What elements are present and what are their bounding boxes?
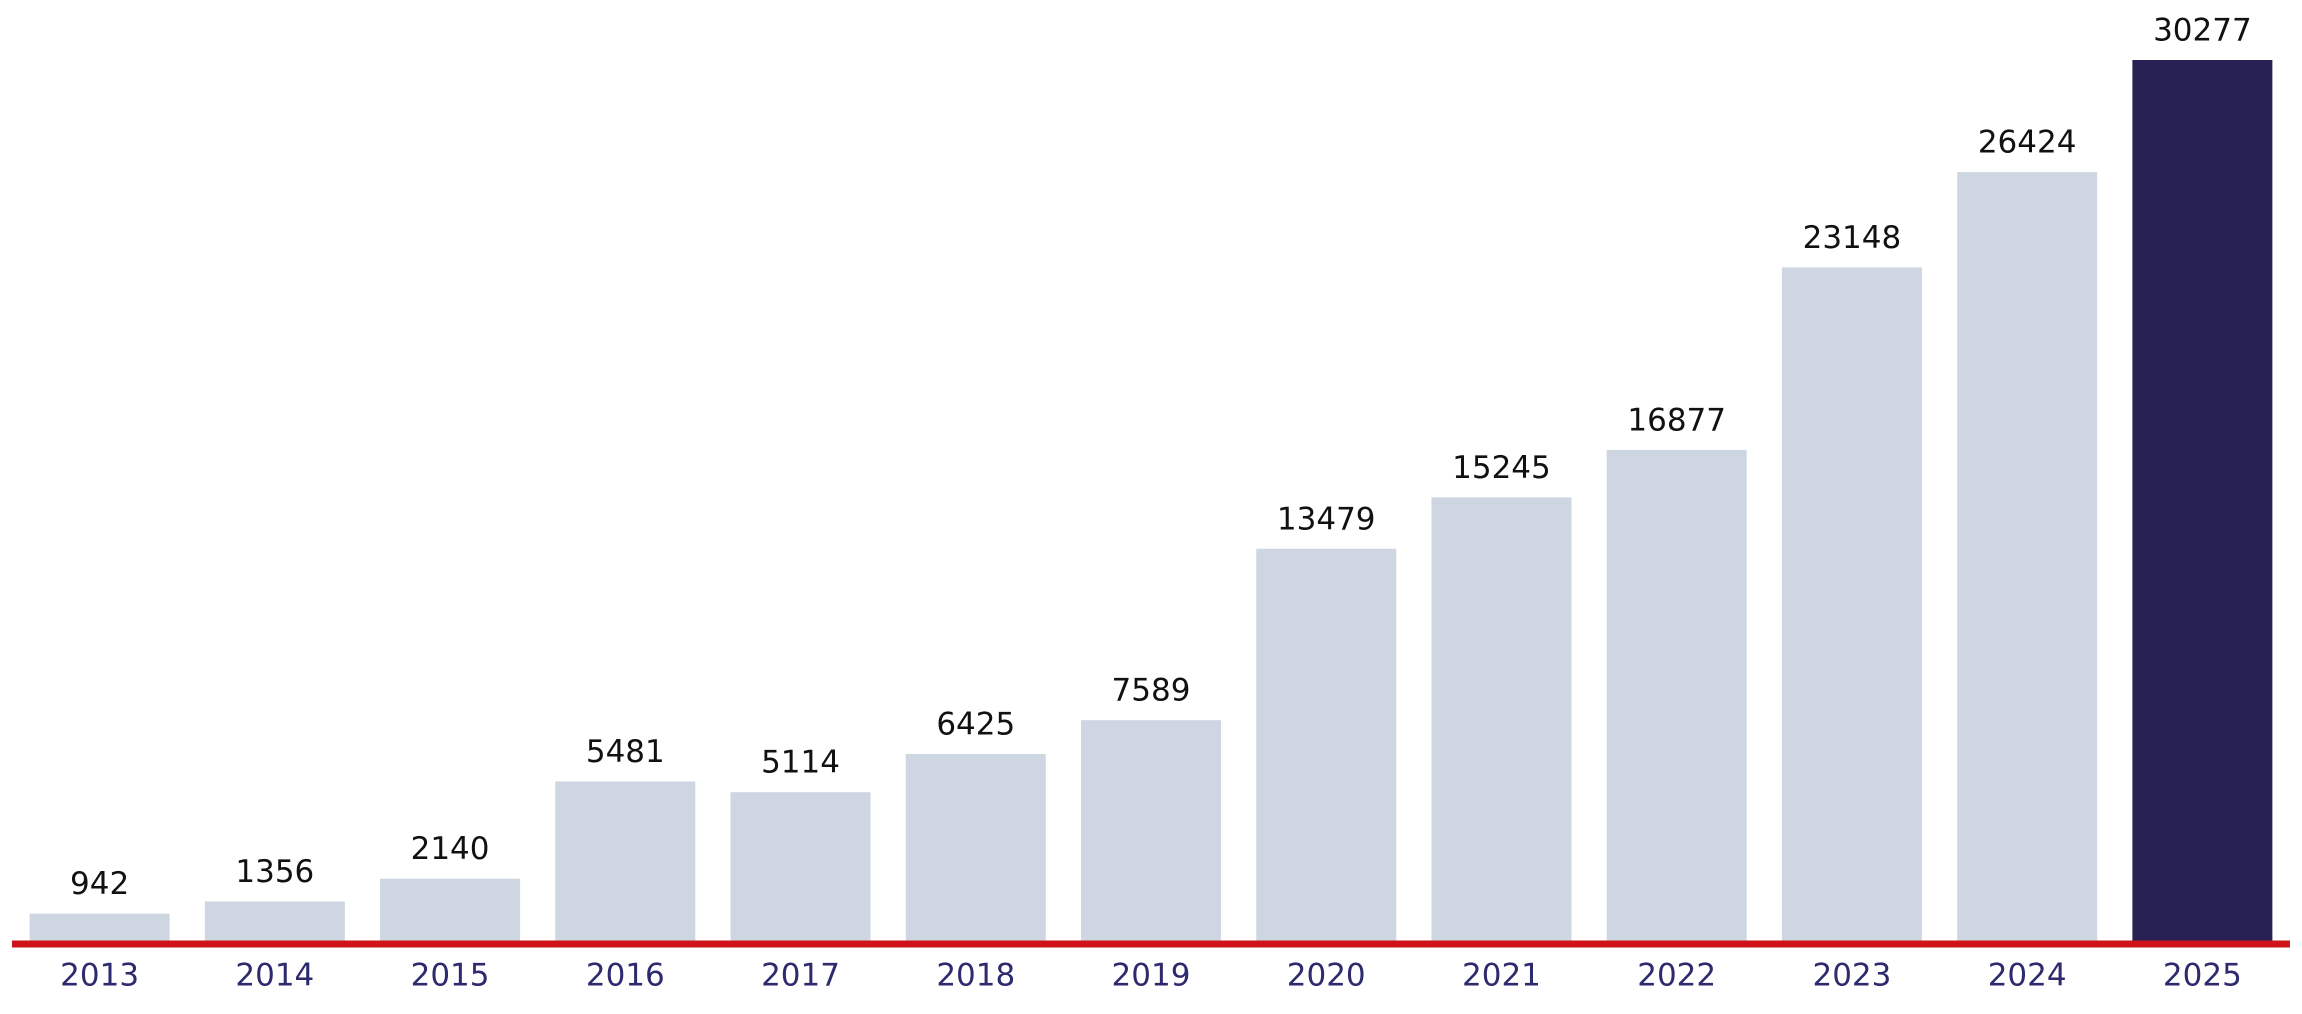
bar [1781,267,1922,942]
value-label: 23148 [1803,220,1902,256]
value-label: 30277 [2153,13,2252,49]
value-label: 5481 [586,734,665,770]
value-label: 1356 [235,854,314,890]
bar [380,878,521,941]
x-tick-label: 2021 [1462,958,1541,994]
x-tick-label: 2014 [235,958,314,994]
x-tick-label: 2023 [1812,958,1891,994]
x-tick-label: 2017 [761,958,840,994]
value-label: 2140 [411,831,490,867]
bar [1606,449,1747,941]
bar [555,781,696,941]
bar [2132,60,2273,941]
bar [730,792,871,941]
x-tick-label: 2022 [1637,958,1716,994]
x-tick-label: 2013 [60,958,139,994]
value-label: 6425 [936,707,1015,743]
value-label: 15245 [1452,450,1551,486]
x-tick-label: 2016 [586,958,665,994]
bar [1431,497,1572,941]
x-tick-label: 2018 [936,958,1015,994]
value-label: 5114 [761,745,840,781]
value-label: 13479 [1277,501,1376,537]
bar [1256,548,1397,941]
x-tick-label: 2020 [1287,958,1366,994]
value-label: 942 [70,866,129,902]
x-tick-label: 2024 [1988,958,2067,994]
bar [1081,720,1221,941]
value-label: 26424 [1978,125,2077,161]
x-tick-label: 2019 [1112,958,1191,994]
bar [29,913,170,941]
value-label: 7589 [1112,673,1191,709]
x-tick-label: 2025 [2163,958,2242,994]
value-label: 16877 [1627,402,1726,438]
x-tick-label: 2015 [411,958,490,994]
bar [204,901,345,941]
bar [905,754,1046,941]
bar [1957,172,2098,942]
